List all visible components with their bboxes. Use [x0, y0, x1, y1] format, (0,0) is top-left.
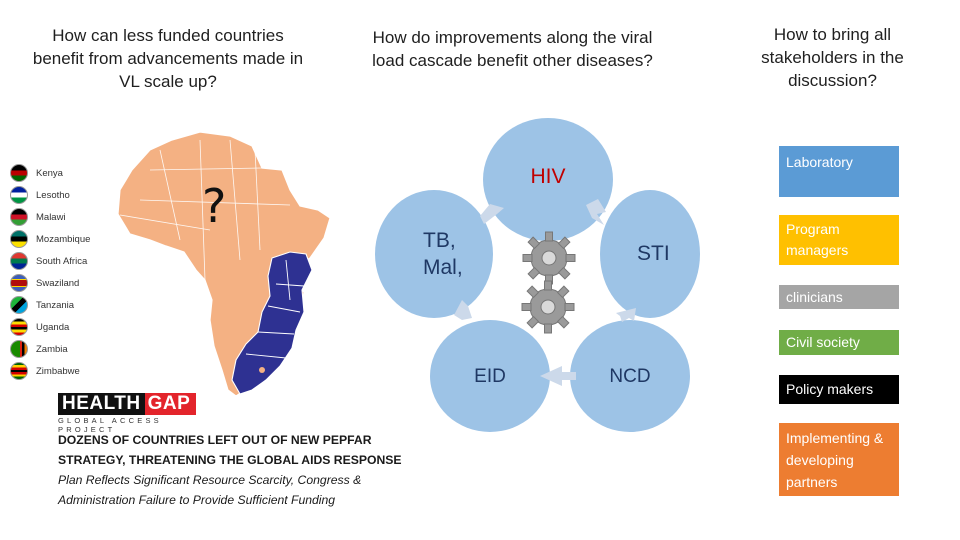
legend-label: Tanzania: [36, 299, 75, 311]
news-headline: DOZENS OF COUNTRIES LEFT OUT OF NEW PEPF…: [58, 433, 402, 467]
legend-item-kenya: Kenya: [10, 163, 63, 183]
legend-item-swaziland: Swaziland: [10, 273, 79, 293]
legend-label: Malawi: [36, 211, 66, 223]
question-vl-scale-up: How can less funded countries benefit fr…: [32, 26, 304, 91]
node-eid: EID: [430, 320, 550, 432]
legend-label: South Africa: [36, 255, 88, 267]
legend-label: Mozambique: [36, 233, 91, 245]
node-hiv: HIV: [483, 118, 613, 241]
legend-item-tanzania: Tanzania: [10, 295, 74, 315]
legend-item-zambia: Zambia: [10, 339, 68, 359]
swaziland-flag-icon: [10, 274, 28, 292]
stakeholder-clinicians: clinicians: [779, 285, 899, 309]
gear-icon: [522, 231, 576, 285]
legend-label: Swaziland: [36, 277, 80, 289]
arrow-sti-to-ncd: [616, 308, 636, 322]
node-hiv-label: HIV: [530, 164, 566, 188]
legend-label: Lesotho: [36, 189, 70, 201]
malawi-flag-icon: [10, 208, 28, 226]
legend-label: Zambia: [36, 343, 68, 355]
question-mark: ?: [202, 179, 227, 233]
arrow-tb-to-hiv: [480, 204, 504, 224]
lesotho-dot: [259, 367, 265, 373]
question-stakeholders: How to bring all stakeholders in the dis…: [761, 25, 904, 90]
legend-item-malawi: Malawi: [10, 207, 66, 227]
legend-item-lesotho: Lesotho: [10, 185, 70, 205]
legend-label: Uganda: [36, 321, 70, 333]
stakeholder-policy-makers: Policy makers: [779, 375, 899, 404]
node-eid-label: EID: [474, 366, 506, 387]
logo-gap-text: GAP: [144, 393, 197, 415]
gear-icon: [521, 280, 575, 334]
question-viral-load-cascade: How do improvements along the viral load…: [372, 28, 653, 70]
lesotho-flag-icon: [10, 186, 28, 204]
highlighted-countries: [231, 251, 313, 395]
zimbabwe-flag-icon: [10, 362, 28, 380]
legend-item-uganda: Uganda: [10, 317, 69, 337]
node-sti: STI: [600, 190, 700, 318]
logo-subtitle: GLOBAL ACCESS PROJECT: [58, 416, 162, 434]
kenya-flag-icon: [10, 164, 28, 182]
news-excerpt: DOZENS OF COUNTRIES LEFT OUT OF NEW PEPF…: [58, 430, 418, 510]
arrow-eid-to-tb: [454, 300, 472, 320]
arrow-ncd-to-eid: [540, 366, 576, 386]
legend-label: Kenya: [36, 167, 63, 179]
uganda-flag-icon: [10, 318, 28, 336]
node-ncd: NCD: [570, 320, 690, 432]
zambia-flag-icon: [10, 340, 28, 358]
legend-item-zimbabwe: Zimbabwe: [10, 361, 80, 381]
legend-item-south-africa: South Africa: [10, 251, 87, 271]
node-ncd-label: NCD: [609, 366, 651, 387]
arrow-hiv-to-sti: [586, 199, 606, 225]
legend-item-mozambique: Mozambique: [10, 229, 90, 249]
node-sti-label: STI: [637, 242, 670, 265]
stakeholder-civil-society: Civil society: [779, 330, 899, 355]
news-subhead: Plan Reflects Significant Resource Scarc…: [58, 473, 362, 507]
logo-health-text: HEALTH: [58, 393, 145, 415]
health-gap-logo: HEALTH GAP GLOBAL ACCESS PROJECT: [58, 393, 218, 434]
stakeholder-implementing-partners: Implementing & developing partners: [779, 423, 899, 496]
mozambique-flag-icon: [10, 230, 28, 248]
stakeholder-program-managers: Program managers: [779, 215, 899, 265]
node-tb-label: TB, Mal,: [423, 229, 463, 279]
legend-label: Zimbabwe: [36, 365, 80, 377]
south-africa-flag-icon: [10, 252, 28, 270]
node-tb-mal: TB, Mal,: [375, 190, 493, 318]
stakeholder-laboratory: Laboratory: [779, 146, 899, 197]
tanzania-flag-icon: [10, 296, 28, 314]
